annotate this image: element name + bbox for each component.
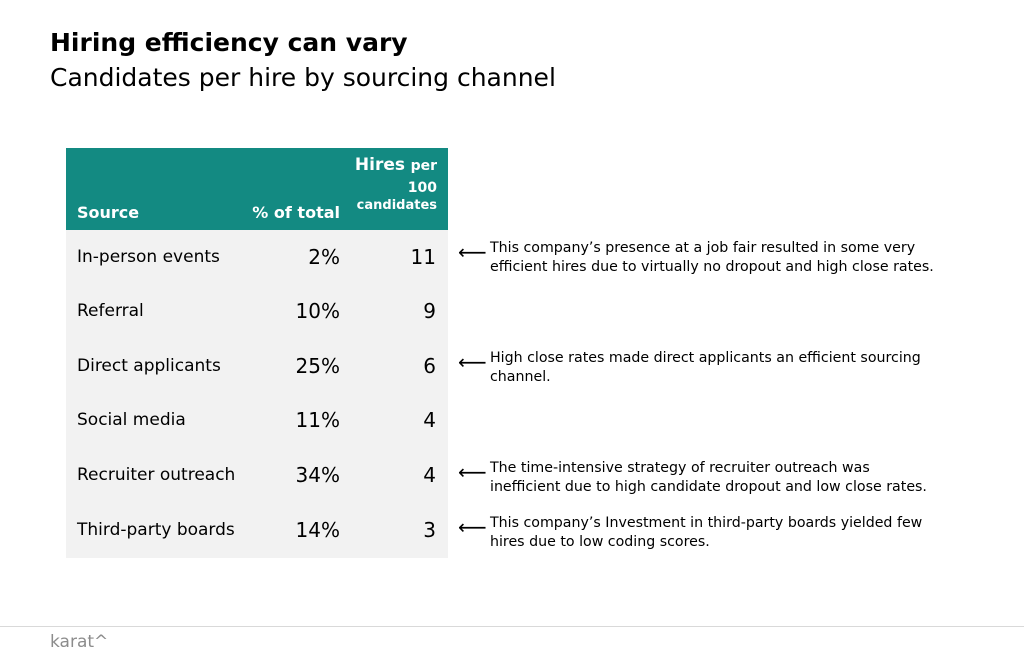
row-hires: 11: [410, 245, 436, 269]
row-pct: 2%: [308, 245, 340, 269]
row-pct: 25%: [295, 354, 340, 378]
row-pct: 10%: [295, 299, 340, 323]
header-candidates: candidates: [356, 198, 437, 213]
row-pct: 14%: [295, 518, 340, 542]
table-row: In-person events 2% 11: [66, 230, 448, 284]
left-arrow-icon: ⟵: [458, 350, 487, 374]
annotation-line: efficient hires due to virtually no drop…: [490, 259, 934, 275]
row-pct: 34%: [295, 463, 340, 487]
table-row: Social media 11% 4: [66, 393, 448, 447]
table-row: Direct applicants 25% 6: [66, 339, 448, 393]
left-arrow-icon: ⟵: [458, 515, 487, 539]
karat-logo: karat^: [50, 632, 109, 652]
row-source: In-person events: [77, 247, 220, 267]
annotation-line: This company’s Investment in third-party…: [490, 515, 923, 531]
annotation-line: This company’s presence at a job fair re…: [490, 240, 916, 256]
annotation-line: hires due to low coding scores.: [490, 534, 710, 550]
row-source: Recruiter outreach: [77, 465, 236, 485]
row-source: Third-party boards: [77, 520, 235, 540]
annotation-text: This company’s presence at a job fair re…: [490, 239, 990, 277]
header-hires-word: Hires: [354, 155, 405, 175]
chart-title: Hiring efficiency can vary: [50, 28, 408, 57]
row-hires: 3: [423, 518, 436, 542]
header-per-word: per: [410, 158, 437, 174]
row-hires: 4: [423, 408, 436, 432]
header-pct-of-total: % of total: [252, 203, 340, 222]
row-source: Referral: [77, 301, 144, 321]
table-row: Third-party boards 14% 3: [66, 503, 448, 557]
footer-divider: [0, 626, 1024, 627]
row-source: Social media: [77, 410, 186, 430]
table-row: Referral 10% 9: [66, 284, 448, 338]
annotation-line: High close rates made direct applicants …: [490, 350, 921, 366]
annotation-text: High close rates made direct applicants …: [490, 349, 990, 387]
header-100: 100: [407, 180, 437, 196]
annotation-text: This company’s Investment in third-party…: [490, 514, 990, 552]
table-header: Source % of total Hires per 100 candidat…: [66, 148, 448, 230]
row-source: Direct applicants: [77, 356, 221, 376]
left-arrow-icon: ⟵: [458, 240, 487, 264]
annotation-line: channel.: [490, 369, 551, 385]
header-source: Source: [77, 203, 140, 222]
left-arrow-icon: ⟵: [458, 460, 487, 484]
annotation-line: inefficient due to high candidate dropou…: [490, 479, 927, 495]
header-hires-per-100: Hires per 100 candidates: [327, 154, 437, 217]
data-table: Source % of total Hires per 100 candidat…: [66, 148, 448, 558]
row-hires: 6: [423, 354, 436, 378]
annotation-line: The time-intensive strategy of recruiter…: [490, 460, 870, 476]
row-hires: 4: [423, 463, 436, 487]
chart-subtitle: Candidates per hire by sourcing channel: [50, 63, 556, 92]
row-hires: 9: [423, 299, 436, 323]
annotation-text: The time-intensive strategy of recruiter…: [490, 459, 990, 497]
row-pct: 11%: [295, 408, 340, 432]
table-row: Recruiter outreach 34% 4: [66, 448, 448, 502]
